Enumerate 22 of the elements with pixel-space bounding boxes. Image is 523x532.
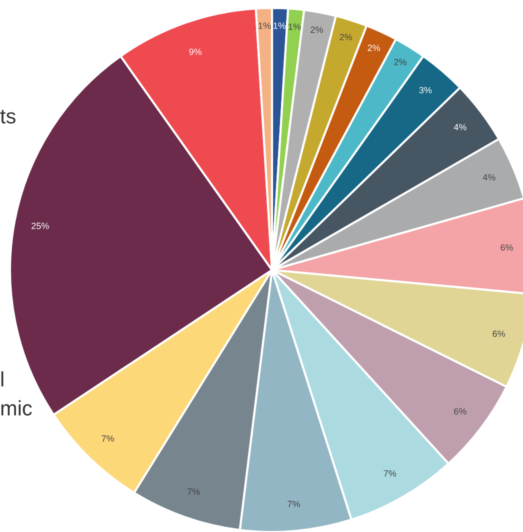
- data-label: 7%: [102, 435, 114, 442]
- data-label: 1%: [274, 22, 286, 29]
- data-label: 6%: [454, 408, 466, 415]
- data-label: 4%: [482, 174, 496, 180]
- data-label: 25%: [32, 222, 49, 230]
- data-label: 1%: [258, 22, 271, 29]
- data-label: 1%: [288, 23, 301, 30]
- data-label: 2%: [340, 34, 352, 40]
- text: l: [1, 371, 4, 386]
- data-label: 9%: [189, 48, 202, 55]
- text: mic: [1, 400, 32, 416]
- data-label: 7%: [384, 470, 396, 477]
- data-label: 7%: [288, 500, 300, 508]
- data-label: 7%: [188, 488, 200, 495]
- data-label: 6%: [500, 244, 513, 251]
- data-label: 2%: [368, 44, 380, 52]
- data-label: 6%: [492, 330, 505, 337]
- data-label: 2%: [310, 26, 323, 33]
- data-label: 4%: [454, 124, 466, 130]
- data-label: 3%: [419, 86, 432, 94]
- data-label: 2%: [394, 58, 406, 66]
- text: ts: [0, 110, 16, 124]
